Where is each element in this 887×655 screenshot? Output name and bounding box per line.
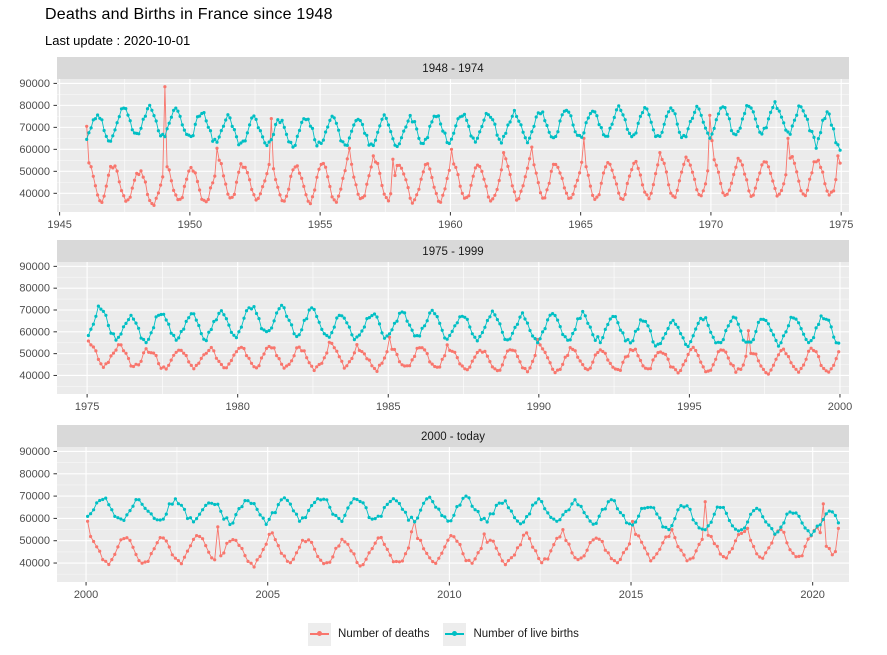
x-axis-tick-label: 1960 bbox=[438, 219, 462, 231]
y-axis-tick-label: 80000 bbox=[19, 100, 50, 112]
chart-subtitle: Last update : 2020-10-01 bbox=[45, 33, 191, 48]
facet-strip bbox=[57, 425, 849, 447]
y-axis-tick-label: 40000 bbox=[19, 370, 50, 382]
y-axis-tick-label: 60000 bbox=[19, 513, 50, 525]
x-axis-tick-label: 1965 bbox=[568, 219, 592, 231]
y-axis-tick-label: 90000 bbox=[19, 261, 50, 273]
x-axis-tick-label: 1985 bbox=[376, 401, 400, 413]
panel-background bbox=[57, 79, 849, 212]
x-axis-tick-label: 1955 bbox=[308, 219, 332, 231]
panel-background bbox=[57, 262, 849, 394]
x-axis-tick-label: 2015 bbox=[619, 589, 643, 601]
y-axis-tick-label: 50000 bbox=[19, 166, 50, 178]
births-points bbox=[86, 303, 841, 349]
panel-0: 1948 - 1974 40000 50000 60000 70000 80000 9000… bbox=[19, 57, 853, 231]
x-axis-tick-label: 1975 bbox=[75, 401, 99, 413]
x-axis-tick-label: 1995 bbox=[677, 401, 701, 413]
x-axis-tick-label: 2005 bbox=[255, 589, 279, 601]
y-axis-tick-label: 70000 bbox=[19, 122, 50, 134]
y-axis-tick-label: 90000 bbox=[19, 78, 50, 90]
facet-strip-label: 1975 - 1999 bbox=[422, 246, 483, 258]
x-axis-tick-label: 1970 bbox=[699, 219, 723, 231]
x-axis-tick-label: 1950 bbox=[178, 219, 202, 231]
x-axis-tick-label: 1945 bbox=[47, 219, 71, 231]
panel-2: 2000 - today 40000 50000 60000 70000 80000 900… bbox=[19, 425, 849, 601]
y-axis-tick-label: 90000 bbox=[19, 446, 50, 458]
deaths-points bbox=[85, 85, 842, 207]
facet-strip bbox=[57, 57, 849, 79]
births-points bbox=[85, 100, 842, 152]
facet-strip-label: 2000 - today bbox=[421, 431, 485, 443]
x-axis-tick-label: 1990 bbox=[527, 401, 551, 413]
deaths-points bbox=[86, 329, 841, 376]
y-axis-tick-label: 40000 bbox=[19, 188, 50, 200]
x-axis-tick-label: 1975 bbox=[829, 219, 853, 231]
panel-1: 1975 - 1999 40000 50000 60000 70000 80000 9000… bbox=[19, 240, 852, 413]
y-axis-tick-label: 50000 bbox=[19, 535, 50, 547]
x-axis-tick-label: 1980 bbox=[225, 401, 249, 413]
births-points bbox=[86, 494, 841, 537]
legend-label-deaths: Number of deaths bbox=[338, 628, 430, 640]
facet-strip-label: 1948 - 1974 bbox=[422, 63, 484, 75]
facet-strip bbox=[57, 240, 849, 262]
y-axis-tick-label: 60000 bbox=[19, 144, 50, 156]
chart-legend: Number of deaths Number of live births bbox=[0, 618, 887, 650]
y-axis-tick-label: 70000 bbox=[19, 305, 50, 317]
legend-item-deaths: Number of deaths bbox=[308, 622, 430, 646]
y-axis-tick-label: 60000 bbox=[19, 326, 50, 338]
y-axis-tick-label: 70000 bbox=[19, 491, 50, 503]
legend-label-births: Number of live births bbox=[473, 628, 579, 640]
y-axis-tick-label: 40000 bbox=[19, 558, 50, 570]
x-axis-tick-label: 2010 bbox=[437, 589, 461, 601]
chart-title: Deaths and Births in France since 1948 bbox=[45, 6, 333, 23]
y-axis-tick-label: 50000 bbox=[19, 348, 50, 360]
births-legend-key-icon bbox=[443, 622, 467, 646]
y-axis-tick-label: 80000 bbox=[19, 283, 50, 295]
x-axis-tick-label: 2000 bbox=[828, 401, 852, 413]
x-axis-tick-label: 2000 bbox=[74, 589, 98, 601]
deaths-legend-key-icon bbox=[308, 622, 332, 646]
x-axis-tick-label: 2020 bbox=[800, 589, 824, 601]
y-axis-tick-label: 80000 bbox=[19, 468, 50, 480]
legend-item-births: Number of live births bbox=[443, 622, 579, 646]
